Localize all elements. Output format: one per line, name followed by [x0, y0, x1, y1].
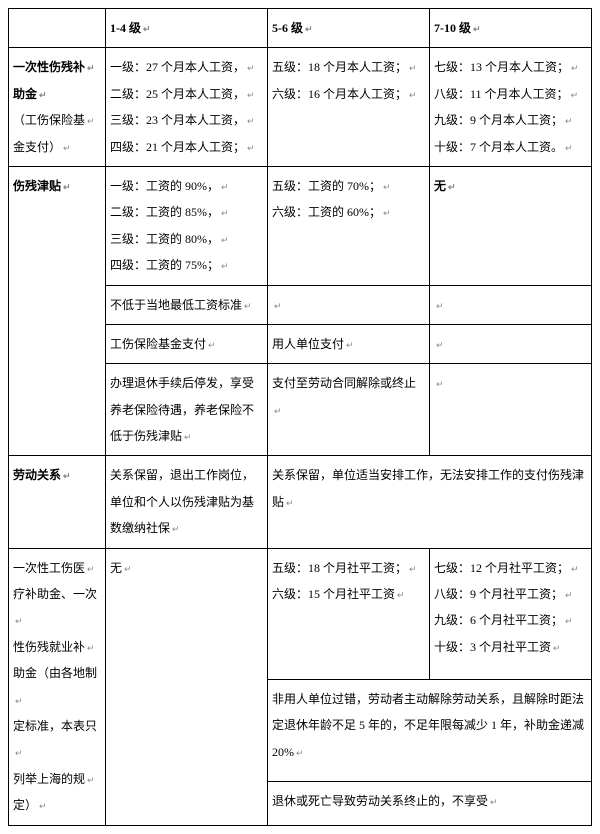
allowance-note2-c3 — [430, 324, 592, 363]
medical-label: 一次性工伤医 疗补助金、一次 性伤残就业补 助金（由各地制 定标准，本表只 列举… — [9, 548, 106, 825]
allowance-label: 伤残津贴 — [9, 166, 106, 456]
allowance-col-1-4: 一级：工资的 90%， 二级：工资的 85%， 三级：工资的 80%， 四级：工… — [106, 166, 268, 285]
labor-col-1-4: 关系保留，退出工作岗位，单位和个人以伤残津贴为基数缴纳社保 — [106, 456, 268, 548]
allowance-note1-c3 — [430, 285, 592, 324]
medical-col-7-10: 七级：12 个月社平工资； 八级：9 个月社平工资； 九级：6 个月社平工资； … — [430, 548, 592, 679]
allowance-note3-c2: 支付至劳动合同解除或终止 — [268, 364, 430, 456]
header-col-1-4: 1-4 级 — [106, 9, 268, 48]
benefits-table: 1-4 级 5-6 级 7-10 级 一次性伤残补 助金 （工伤保险基 金支付）… — [8, 8, 592, 826]
row-allowance: 伤残津贴 一级：工资的 90%， 二级：工资的 85%， 三级：工资的 80%，… — [9, 166, 592, 285]
allowance-note2-c1: 工伤保险基金支付 — [106, 324, 268, 363]
allowance-note1-c2 — [268, 285, 430, 324]
allowance-note3-c1: 办理退休手续后停发，享受养老保险待遇，养老保险不低于伤残津贴 — [106, 364, 268, 456]
header-col-5-6: 5-6 级 — [268, 9, 430, 48]
allowance-note1-c1: 不低于当地最低工资标准 — [106, 285, 268, 324]
subsidy-col-7-10: 七级：13 个月本人工资； 八级：11 个月本人工资； 九级：9 个月本人工资；… — [430, 48, 592, 167]
allowance-col-5-6: 五级：工资的 70%； 六级：工资的 60%； — [268, 166, 430, 285]
subsidy-col-5-6: 五级：18 个月本人工资； 六级：16 个月本人工资； — [268, 48, 430, 167]
row-medical: 一次性工伤医 疗补助金、一次 性伤残就业补 助金（由各地制 定标准，本表只 列举… — [9, 548, 592, 679]
labor-col-5-10: 关系保留，单位适当安排工作，无法安排工作的支付伤残津贴 — [268, 456, 592, 548]
header-blank — [9, 9, 106, 48]
subsidy-label: 一次性伤残补 助金 （工伤保险基 金支付） — [9, 48, 106, 167]
allowance-note2-c2: 用人单位支付 — [268, 324, 430, 363]
medical-note2: 退休或死亡导致劳动关系终止的，不享受 — [268, 781, 592, 825]
medical-col-5-6: 五级：18 个月社平工资； 六级：15 个月社平工资 — [268, 548, 430, 679]
medical-note1: 非用人单位过错，劳动者主动解除劳动关系，且解除时距法定退休年龄不足 5 年的，不… — [268, 679, 592, 781]
header-col-7-10: 7-10 级 — [430, 9, 592, 48]
table-header-row: 1-4 级 5-6 级 7-10 级 — [9, 9, 592, 48]
medical-col-1-4: 无 — [106, 548, 268, 825]
subsidy-col-1-4: 一级：27 个月本人工资， 二级：25 个月本人工资， 三级：23 个月本人工资… — [106, 48, 268, 167]
row-labor: 劳动关系 关系保留，退出工作岗位，单位和个人以伤残津贴为基数缴纳社保 关系保留，… — [9, 456, 592, 548]
allowance-note3-c3 — [430, 364, 592, 456]
labor-label: 劳动关系 — [9, 456, 106, 548]
row-subsidy: 一次性伤残补 助金 （工伤保险基 金支付） 一级：27 个月本人工资， 二级：2… — [9, 48, 592, 167]
allowance-col-7-10: 无 — [430, 166, 592, 285]
